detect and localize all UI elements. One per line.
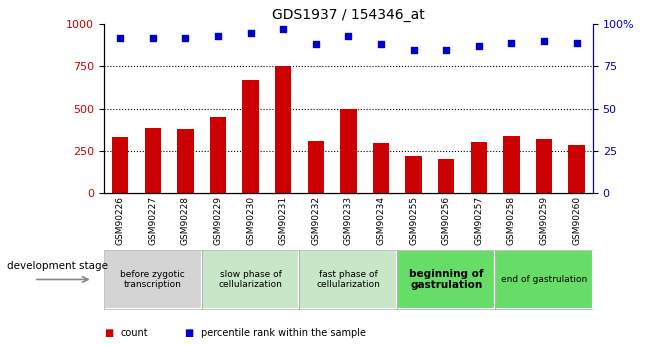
- Text: GSM90229: GSM90229: [214, 196, 222, 245]
- Bar: [373, 143, 389, 193]
- Bar: [438, 159, 454, 193]
- Title: GDS1937 / 154346_at: GDS1937 / 154346_at: [272, 8, 425, 22]
- Bar: [405, 156, 422, 193]
- Text: slow phase of
cellularization: slow phase of cellularization: [218, 270, 283, 289]
- Text: fast phase of
cellularization: fast phase of cellularization: [316, 270, 381, 289]
- Text: percentile rank within the sample: percentile rank within the sample: [201, 328, 366, 338]
- Bar: [177, 129, 194, 193]
- Text: ■: ■: [184, 328, 194, 338]
- Text: GSM90234: GSM90234: [377, 196, 385, 245]
- Point: [539, 38, 549, 44]
- Text: GSM90257: GSM90257: [474, 196, 483, 245]
- Bar: [536, 139, 552, 193]
- Point: [212, 33, 223, 39]
- Point: [441, 47, 452, 52]
- FancyBboxPatch shape: [202, 250, 299, 309]
- Text: GSM90233: GSM90233: [344, 196, 353, 245]
- Point: [408, 47, 419, 52]
- Text: GSM90227: GSM90227: [148, 196, 157, 245]
- FancyBboxPatch shape: [299, 250, 397, 309]
- Text: GSM90259: GSM90259: [539, 196, 549, 245]
- Text: GSM90228: GSM90228: [181, 196, 190, 245]
- Point: [310, 42, 321, 47]
- Bar: [568, 145, 585, 193]
- Text: GSM90230: GSM90230: [246, 196, 255, 245]
- Point: [278, 27, 289, 32]
- FancyBboxPatch shape: [495, 250, 593, 309]
- Text: beginning of
gastrulation: beginning of gastrulation: [409, 269, 484, 290]
- Text: GSM90232: GSM90232: [312, 196, 320, 245]
- Point: [572, 40, 582, 46]
- Text: GSM90258: GSM90258: [507, 196, 516, 245]
- Point: [180, 35, 191, 40]
- Text: GSM90226: GSM90226: [116, 196, 125, 245]
- Text: end of gastrulation: end of gastrulation: [501, 275, 587, 284]
- Point: [147, 35, 158, 40]
- Text: development stage: development stage: [7, 261, 108, 270]
- Bar: [112, 137, 129, 193]
- Text: ■: ■: [104, 328, 113, 338]
- Bar: [340, 109, 356, 193]
- Bar: [243, 80, 259, 193]
- Bar: [471, 142, 487, 193]
- Bar: [210, 117, 226, 193]
- Bar: [275, 66, 291, 193]
- Text: GSM90256: GSM90256: [442, 196, 451, 245]
- Point: [115, 35, 125, 40]
- Bar: [145, 128, 161, 193]
- Text: before zygotic
transcription: before zygotic transcription: [121, 270, 185, 289]
- Point: [376, 42, 387, 47]
- Text: GSM90255: GSM90255: [409, 196, 418, 245]
- Point: [506, 40, 517, 46]
- Text: count: count: [121, 328, 148, 338]
- FancyBboxPatch shape: [397, 250, 495, 309]
- Point: [474, 43, 484, 49]
- Point: [245, 30, 256, 35]
- Text: GSM90231: GSM90231: [279, 196, 287, 245]
- Bar: [503, 136, 520, 193]
- Point: [343, 33, 354, 39]
- Bar: [308, 141, 324, 193]
- Text: GSM90260: GSM90260: [572, 196, 581, 245]
- FancyBboxPatch shape: [104, 250, 202, 309]
